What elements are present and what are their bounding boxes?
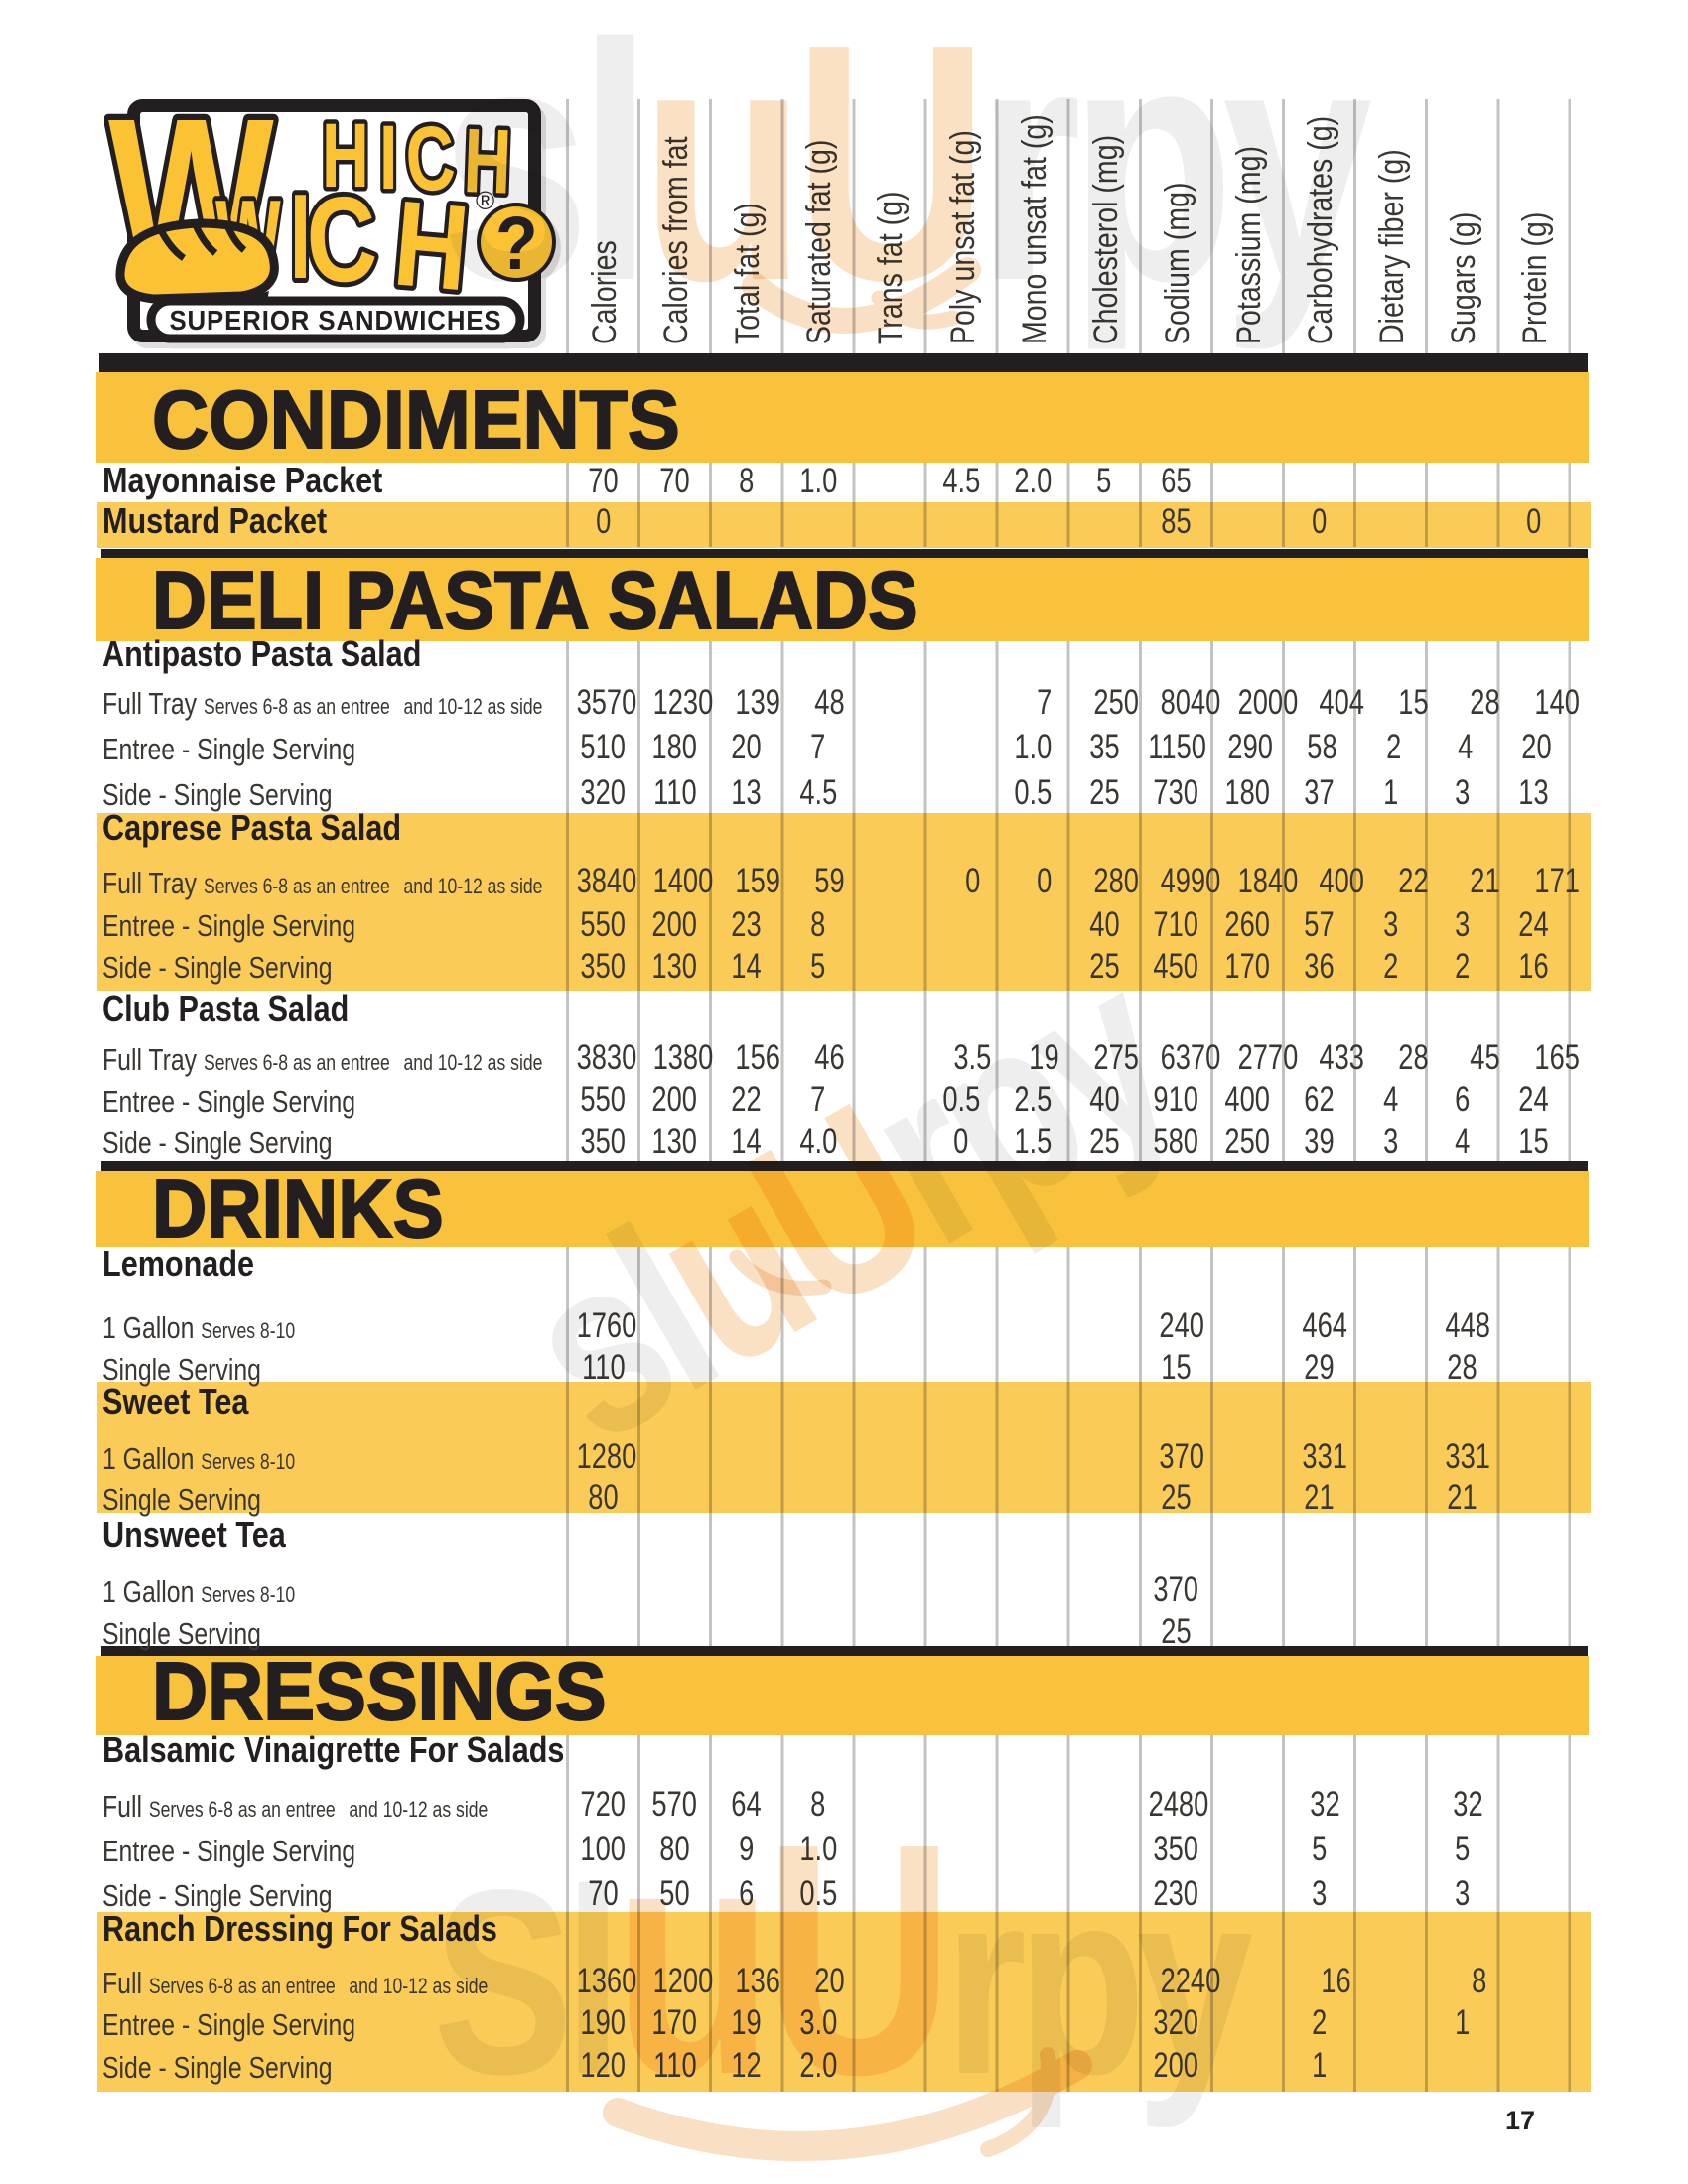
svg-text:®: ® xyxy=(476,186,494,215)
svg-text:I: I xyxy=(379,105,397,207)
svg-text:C: C xyxy=(402,107,458,211)
svg-text:H: H xyxy=(389,175,475,316)
svg-text:I: I xyxy=(290,168,311,304)
svg-text:SUPERIOR SANDWICHES: SUPERIOR SANDWICHES xyxy=(169,305,501,336)
svg-text:H: H xyxy=(322,103,369,205)
svg-text:?: ? xyxy=(495,202,538,285)
svg-text:H: H xyxy=(462,108,512,212)
svg-text:C: C xyxy=(303,171,379,309)
